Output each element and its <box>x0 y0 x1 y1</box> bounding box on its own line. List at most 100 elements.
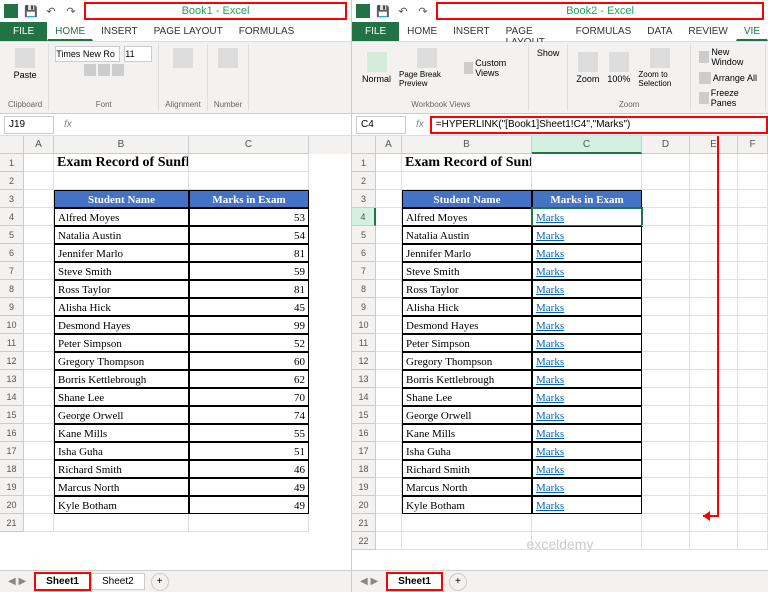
cell[interactable] <box>642 442 690 460</box>
cell[interactable] <box>690 334 738 352</box>
cell[interactable] <box>376 460 402 478</box>
row-header[interactable]: 7 <box>0 262 24 280</box>
col-header-A[interactable]: A <box>24 136 54 154</box>
cell[interactable] <box>738 406 768 424</box>
cell[interactable]: Marcus North <box>402 478 532 496</box>
freeze-panes-button[interactable]: Freeze Panes <box>697 87 759 109</box>
cell[interactable] <box>24 352 54 370</box>
cell[interactable] <box>690 262 738 280</box>
cell[interactable]: Kyle Botham <box>402 496 532 514</box>
cell[interactable]: Marks <box>532 424 642 442</box>
ribbon-tab-home[interactable]: HOME <box>47 22 93 41</box>
row-header[interactable]: 2 <box>0 172 24 190</box>
sheet-tab-sheet1[interactable]: Sheet1 <box>34 572 91 591</box>
cell[interactable]: 81 <box>189 244 309 262</box>
cell[interactable] <box>376 154 402 172</box>
cell[interactable] <box>690 514 738 532</box>
cell[interactable] <box>738 496 768 514</box>
row-header[interactable]: 15 <box>352 406 376 424</box>
cell[interactable] <box>690 442 738 460</box>
cell[interactable]: Marks <box>532 460 642 478</box>
row-header[interactable]: 10 <box>352 316 376 334</box>
paste-button[interactable]: Paste <box>12 46 39 82</box>
cell[interactable] <box>642 244 690 262</box>
cell[interactable]: 62 <box>189 370 309 388</box>
row-header[interactable]: 19 <box>0 478 24 496</box>
add-sheet-button[interactable]: + <box>151 573 169 591</box>
cell[interactable] <box>690 154 738 172</box>
row-header[interactable]: 8 <box>352 280 376 298</box>
row-header[interactable]: 17 <box>352 442 376 460</box>
col-header-C[interactable]: C <box>532 136 642 154</box>
row-header[interactable]: 18 <box>352 460 376 478</box>
custom-views-button[interactable]: Custom Views <box>462 57 522 79</box>
cell[interactable]: Jennifer Marlo <box>54 244 189 262</box>
ribbon-tab-home[interactable]: HOME <box>399 22 445 41</box>
underline-icon[interactable] <box>112 64 124 76</box>
row-header[interactable]: 12 <box>352 352 376 370</box>
cell[interactable]: 54 <box>189 226 309 244</box>
row-header[interactable]: 16 <box>352 424 376 442</box>
cell[interactable]: Marks in Exam <box>189 190 309 208</box>
cell[interactable]: Natalia Austin <box>402 226 532 244</box>
cell[interactable]: 45 <box>189 298 309 316</box>
cell[interactable] <box>24 460 54 478</box>
cell[interactable] <box>642 478 690 496</box>
cell[interactable] <box>642 370 690 388</box>
row-header[interactable]: 14 <box>352 388 376 406</box>
cell[interactable]: Borris Kettlebrough <box>54 370 189 388</box>
col-header-F[interactable]: F <box>738 136 768 154</box>
col-header-B[interactable]: B <box>54 136 189 154</box>
cell[interactable] <box>690 244 738 262</box>
cell[interactable]: 53 <box>189 208 309 226</box>
cell[interactable] <box>738 532 768 550</box>
cell[interactable] <box>24 280 54 298</box>
cell[interactable] <box>24 334 54 352</box>
sheet-tab-sheet2[interactable]: Sheet2 <box>91 573 145 590</box>
cell[interactable] <box>738 352 768 370</box>
save-icon[interactable]: 💾 <box>24 4 38 18</box>
font-size-select[interactable] <box>124 46 152 62</box>
cell[interactable]: Marks <box>532 496 642 514</box>
row-header[interactable]: 7 <box>352 262 376 280</box>
cell[interactable]: Peter Simpson <box>54 334 189 352</box>
cell[interactable] <box>24 226 54 244</box>
cell[interactable]: Alfred Moyes <box>54 208 189 226</box>
cell[interactable] <box>690 172 738 190</box>
fx-icon[interactable]: fx <box>416 119 424 130</box>
cell[interactable]: Marks <box>532 226 642 244</box>
cell[interactable] <box>690 424 738 442</box>
fx-icon[interactable]: fx <box>64 119 72 130</box>
row-header[interactable]: 4 <box>352 208 376 226</box>
cell[interactable] <box>402 514 532 532</box>
cell[interactable] <box>642 334 690 352</box>
undo-icon[interactable]: ↶ <box>396 4 410 18</box>
row-header[interactable]: 9 <box>352 298 376 316</box>
cell[interactable]: Marcus North <box>54 478 189 496</box>
cell[interactable] <box>642 208 690 226</box>
cell[interactable]: Kane Mills <box>402 424 532 442</box>
cell[interactable] <box>24 406 54 424</box>
cell[interactable]: Marks <box>532 298 642 316</box>
cell[interactable]: Marks <box>532 244 642 262</box>
cell[interactable]: 49 <box>189 496 309 514</box>
cell[interactable]: Alfred Moyes <box>402 208 532 226</box>
cell[interactable]: Ross Taylor <box>54 280 189 298</box>
cell[interactable] <box>24 154 54 172</box>
ribbon-tab-data[interactable]: DATA <box>639 22 680 41</box>
pagebreak-button[interactable]: Page Break Preview <box>397 46 458 90</box>
cell[interactable] <box>54 514 189 532</box>
row-header[interactable]: 19 <box>352 478 376 496</box>
cell[interactable]: Isha Guha <box>54 442 189 460</box>
cell[interactable]: Desmond Hayes <box>402 316 532 334</box>
cell[interactable] <box>738 424 768 442</box>
cell[interactable] <box>642 532 690 550</box>
cell[interactable] <box>24 496 54 514</box>
cell[interactable]: Kyle Botham <box>54 496 189 514</box>
cell[interactable] <box>24 244 54 262</box>
cell[interactable] <box>738 442 768 460</box>
cell[interactable]: Marks <box>532 208 642 226</box>
cell[interactable] <box>24 262 54 280</box>
cell[interactable] <box>376 334 402 352</box>
italic-icon[interactable] <box>98 64 110 76</box>
